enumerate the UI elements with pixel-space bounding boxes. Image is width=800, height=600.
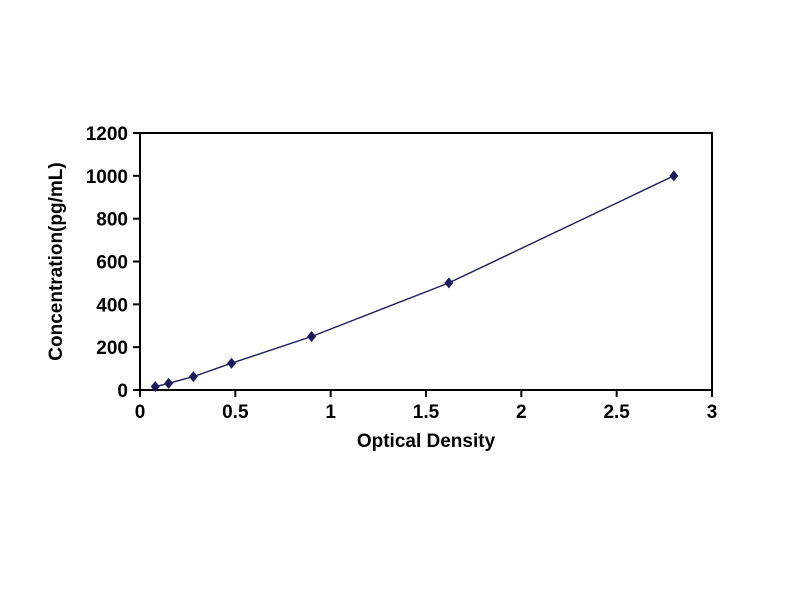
axis-ticks: 0 0.5 1 1.5 2 2.5 3 0 200 400 600 800 1000 1200: [86, 124, 718, 423]
x-tick-label: 2.5: [603, 402, 630, 423]
y-tick-label: 600: [96, 253, 128, 274]
y-tick-label: 1000: [86, 167, 128, 188]
x-tick-label: 3: [707, 402, 718, 423]
plot-area-border: [139, 132, 713, 391]
x-tick-label: 0: [135, 402, 146, 423]
y-tick-label: 0: [117, 381, 128, 402]
data-point-marker: [227, 357, 237, 369]
x-tick-label: 2: [516, 402, 527, 423]
data-point-marker: [164, 377, 174, 389]
x-tick-label: 0.5: [222, 402, 249, 423]
x-axis-title: Optical Density: [357, 431, 496, 452]
x-tick-label: 1.5: [413, 402, 440, 423]
data-point-marker: [444, 277, 454, 289]
data-point-marker: [188, 371, 198, 383]
y-axis-title: Concentration(pg/mL): [46, 162, 67, 360]
y-tick-label: 800: [96, 210, 128, 231]
data-point-marker: [150, 381, 160, 393]
y-tick-label: 400: [96, 295, 128, 316]
data-point-marker: [669, 170, 679, 182]
y-tick-label: 200: [96, 338, 128, 359]
data-point-marker: [307, 330, 317, 342]
data-series: [150, 170, 679, 393]
curve-line: [155, 175, 675, 388]
x-tick-label: 1: [325, 402, 336, 423]
y-tick-label: 1200: [86, 124, 128, 145]
